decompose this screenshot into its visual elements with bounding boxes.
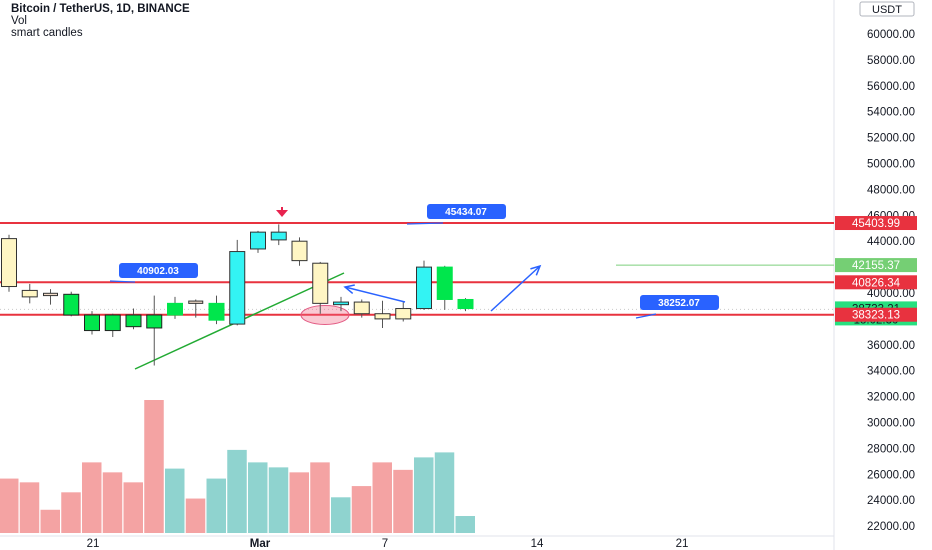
y-tick-label: 30000.00 — [867, 418, 915, 430]
candle-body — [229, 251, 246, 325]
level-badge-text: 45403.99 — [852, 218, 900, 230]
y-tick-label: 60000.00 — [867, 29, 915, 41]
volume-bar — [351, 486, 372, 533]
candle-body — [436, 266, 453, 300]
level-badge — [835, 275, 917, 290]
callout-pointer — [406, 222, 444, 225]
x-tick-label: 7 — [382, 538, 388, 550]
reversal-arrow — [344, 286, 406, 303]
y-tick-label: 40000.00 — [867, 288, 915, 300]
callout-label: 45434.07 — [445, 207, 487, 218]
peak-arrow-icon — [276, 210, 288, 217]
candle-body — [188, 300, 204, 304]
callout-pointer — [635, 313, 657, 319]
candle-body — [457, 298, 474, 310]
callout-box — [427, 204, 506, 219]
reversal-arrow-head — [343, 284, 355, 294]
level-badge — [835, 216, 917, 231]
candle-body — [208, 302, 225, 321]
y-tick-label: 34000.00 — [867, 366, 915, 378]
x-tick-label: 21 — [87, 538, 100, 550]
candle-body — [353, 301, 370, 315]
candle-body — [167, 302, 183, 316]
candle-body — [333, 301, 349, 306]
volume-bar — [61, 492, 81, 533]
y-tick-label: 56000.00 — [867, 81, 915, 93]
callout-label: 40902.03 — [137, 266, 179, 277]
volume-bar — [414, 457, 434, 533]
volume-indicator-label[interactable]: Vol — [11, 15, 27, 27]
volume-bar — [289, 472, 309, 533]
y-tick-label: 26000.00 — [867, 469, 915, 481]
callout-box — [640, 295, 719, 310]
volume-bar — [102, 472, 123, 533]
callout-pointer — [109, 280, 136, 283]
volume-bar — [393, 469, 413, 533]
callout-label: 38252.07 — [658, 298, 700, 309]
candle-body — [63, 293, 80, 316]
x-tick-label: 14 — [531, 538, 544, 550]
volume-bar — [185, 498, 206, 533]
currency-label: USDT — [872, 4, 902, 16]
candle-body — [374, 313, 391, 320]
currency-badge — [859, 1, 915, 17]
volume-bar — [268, 467, 289, 533]
volume-bar — [144, 400, 164, 533]
candle-body — [104, 314, 121, 332]
candle-body — [250, 231, 266, 250]
volume-bar — [434, 452, 455, 533]
candle-body — [84, 314, 100, 332]
projection-arrow — [490, 265, 541, 312]
candle-body — [1, 238, 17, 288]
y-tick-label: 36000.00 — [867, 340, 915, 352]
volume-bar — [227, 449, 247, 533]
green-level-badge-text: 42155.37 — [852, 260, 900, 272]
level-badge-text: 38323.13 — [852, 310, 900, 322]
green-level-badge — [835, 258, 917, 273]
volume-bar — [19, 482, 40, 533]
y-tick-label: 58000.00 — [867, 55, 915, 67]
candle-body — [416, 266, 432, 310]
y-tick-label: 52000.00 — [867, 133, 915, 145]
x-tick-label: Mar — [250, 538, 271, 550]
callout-box — [119, 263, 198, 278]
level-badge-text: 40826.34 — [852, 277, 901, 289]
volume-bar — [455, 516, 475, 533]
volume-bar — [0, 478, 19, 533]
volume-bar — [372, 462, 392, 533]
level-badge — [835, 307, 917, 322]
candle-body — [21, 289, 38, 298]
y-tick-label: 22000.00 — [867, 521, 915, 533]
volume-bar — [82, 462, 102, 533]
highlight-ellipse — [300, 305, 350, 325]
volume-bar — [310, 462, 330, 533]
symbol-title[interactable]: Bitcoin / TetherUS, 1D, BINANCE — [11, 3, 190, 15]
y-tick-label: 24000.00 — [867, 495, 915, 507]
volume-bar — [165, 468, 185, 533]
volume-bar — [206, 478, 226, 533]
y-tick-label: 44000.00 — [867, 236, 915, 248]
candle-body — [146, 314, 163, 329]
candle-body — [312, 262, 329, 304]
y-tick-label: 50000.00 — [867, 159, 915, 171]
y-tick-label: 28000.00 — [867, 443, 915, 455]
candle-body — [291, 240, 308, 262]
candle-body — [395, 308, 412, 320]
volume-bar — [331, 497, 351, 533]
y-tick-label: 54000.00 — [867, 107, 915, 119]
candle-body — [125, 314, 142, 328]
y-tick-label: 48000.00 — [867, 184, 915, 196]
x-tick-label: 21 — [676, 538, 689, 550]
volume-bar — [123, 482, 143, 533]
smart-candles-indicator-label[interactable]: smart candles — [11, 27, 83, 39]
projection-arrow-head — [530, 264, 542, 276]
candle-body — [270, 231, 287, 241]
volume-bar — [40, 509, 60, 533]
volume-bar — [248, 462, 268, 533]
chart-legend: Bitcoin / TetherUS, 1D, BINANCE Vol smar… — [11, 3, 190, 39]
candle-body — [43, 292, 58, 297]
y-tick-label: 32000.00 — [867, 392, 915, 404]
